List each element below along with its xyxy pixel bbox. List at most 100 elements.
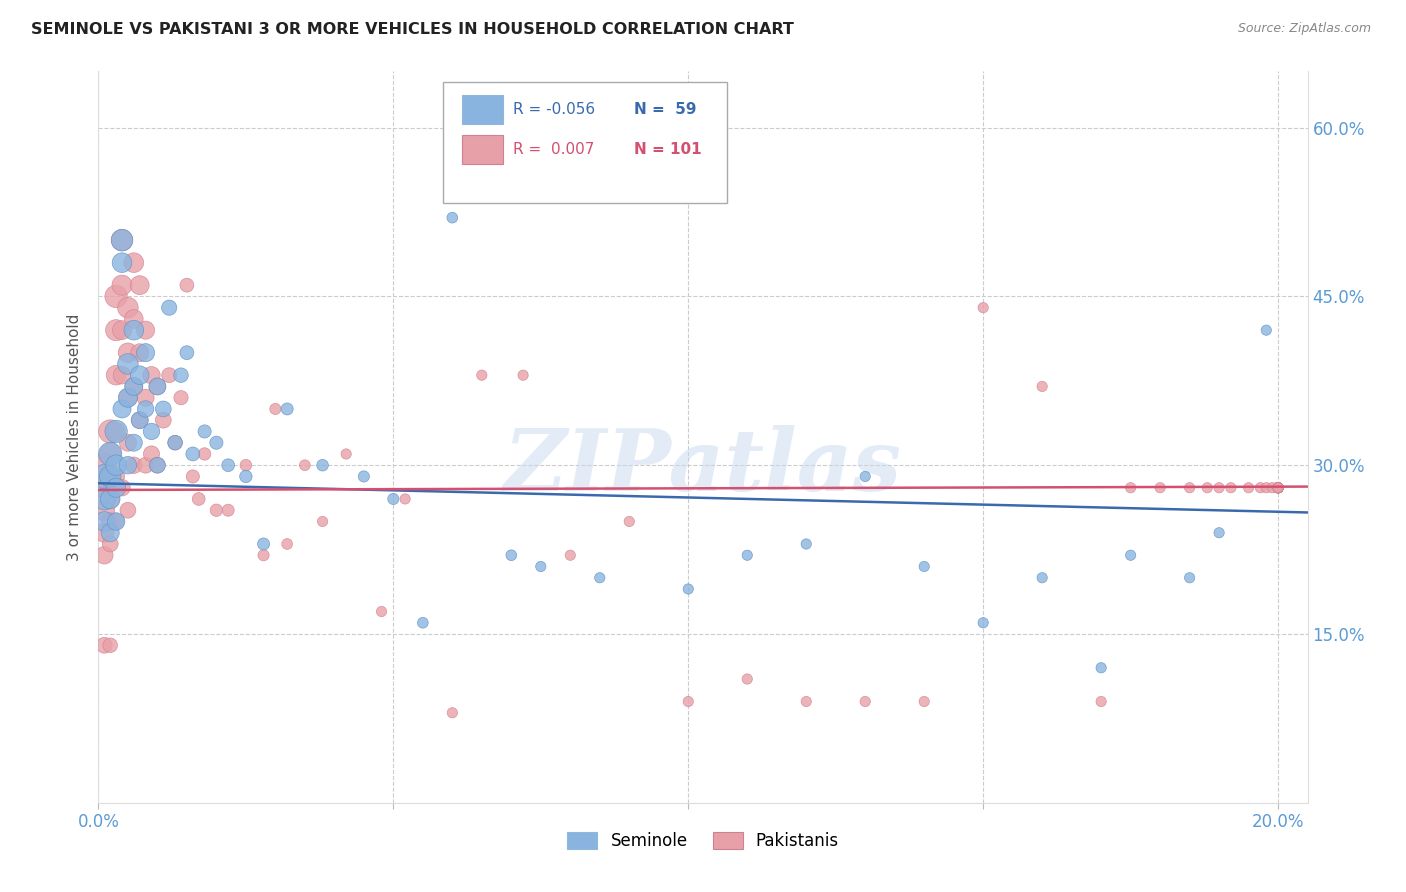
- Point: [122, 379, 145, 393]
- Point: [170, 391, 193, 405]
- Point: [1090, 661, 1112, 675]
- Point: [264, 401, 287, 416]
- Point: [98, 469, 121, 483]
- Point: [128, 368, 150, 383]
- Point: [141, 368, 163, 383]
- Point: [1261, 481, 1284, 495]
- Point: [501, 548, 523, 562]
- Point: [394, 491, 416, 506]
- Point: [1219, 481, 1241, 495]
- Point: [111, 278, 134, 293]
- Point: [1031, 379, 1053, 393]
- Point: [1256, 323, 1278, 337]
- Point: [98, 469, 121, 483]
- Point: [735, 672, 758, 686]
- Point: [1267, 481, 1289, 495]
- Point: [589, 571, 612, 585]
- Point: [93, 458, 115, 473]
- Point: [93, 481, 115, 495]
- Point: [117, 301, 139, 315]
- Point: [1267, 481, 1289, 495]
- Point: [1249, 481, 1271, 495]
- Point: [972, 301, 994, 315]
- Text: N = 101: N = 101: [634, 142, 702, 157]
- Point: [98, 537, 121, 551]
- Point: [1267, 481, 1289, 495]
- Point: [98, 425, 121, 439]
- FancyBboxPatch shape: [443, 82, 727, 203]
- Point: [176, 278, 198, 293]
- Point: [912, 694, 935, 708]
- Point: [98, 525, 121, 540]
- Point: [294, 458, 316, 473]
- FancyBboxPatch shape: [463, 95, 503, 124]
- Point: [276, 537, 298, 551]
- Point: [1267, 481, 1289, 495]
- Point: [128, 278, 150, 293]
- Point: [412, 615, 434, 630]
- Point: [471, 368, 494, 383]
- Point: [93, 469, 115, 483]
- Point: [353, 469, 375, 483]
- Point: [1178, 571, 1201, 585]
- Point: [1267, 481, 1289, 495]
- Point: [1267, 481, 1289, 495]
- Point: [560, 548, 582, 562]
- Point: [853, 469, 876, 483]
- Point: [311, 515, 333, 529]
- Point: [105, 425, 128, 439]
- Point: [128, 413, 150, 427]
- Point: [117, 391, 139, 405]
- Point: [205, 435, 228, 450]
- Point: [111, 368, 134, 383]
- Text: SEMINOLE VS PAKISTANI 3 OR MORE VEHICLES IN HOUSEHOLD CORRELATION CHART: SEMINOLE VS PAKISTANI 3 OR MORE VEHICLES…: [31, 22, 794, 37]
- Point: [512, 368, 534, 383]
- Point: [1267, 481, 1289, 495]
- Text: ZIPatlas: ZIPatlas: [503, 425, 903, 508]
- Point: [1267, 481, 1289, 495]
- Point: [105, 481, 128, 495]
- Point: [794, 694, 817, 708]
- Point: [1267, 481, 1289, 495]
- Point: [441, 211, 464, 225]
- Point: [176, 345, 198, 359]
- Point: [146, 458, 169, 473]
- Point: [146, 379, 169, 393]
- Point: [128, 413, 150, 427]
- Point: [1267, 481, 1289, 495]
- Point: [853, 694, 876, 708]
- Point: [98, 447, 121, 461]
- Point: [98, 491, 121, 506]
- Point: [105, 515, 128, 529]
- Point: [152, 413, 174, 427]
- Point: [1031, 571, 1053, 585]
- Point: [117, 503, 139, 517]
- Point: [135, 391, 157, 405]
- Point: [105, 515, 128, 529]
- Point: [157, 301, 180, 315]
- Point: [1119, 481, 1142, 495]
- Point: [117, 345, 139, 359]
- Point: [181, 447, 204, 461]
- Point: [1267, 481, 1289, 495]
- Point: [165, 435, 187, 450]
- Point: [157, 368, 180, 383]
- Text: Source: ZipAtlas.com: Source: ZipAtlas.com: [1237, 22, 1371, 36]
- Point: [1237, 481, 1260, 495]
- Point: [141, 447, 163, 461]
- Point: [122, 323, 145, 337]
- Point: [93, 515, 115, 529]
- Point: [117, 357, 139, 371]
- Point: [1267, 481, 1289, 495]
- Point: [141, 425, 163, 439]
- Point: [530, 559, 553, 574]
- Point: [98, 638, 121, 652]
- Point: [1149, 481, 1171, 495]
- Point: [235, 458, 257, 473]
- Point: [146, 458, 169, 473]
- Point: [135, 323, 157, 337]
- Point: [194, 447, 217, 461]
- Point: [252, 548, 274, 562]
- Point: [972, 615, 994, 630]
- Point: [98, 515, 121, 529]
